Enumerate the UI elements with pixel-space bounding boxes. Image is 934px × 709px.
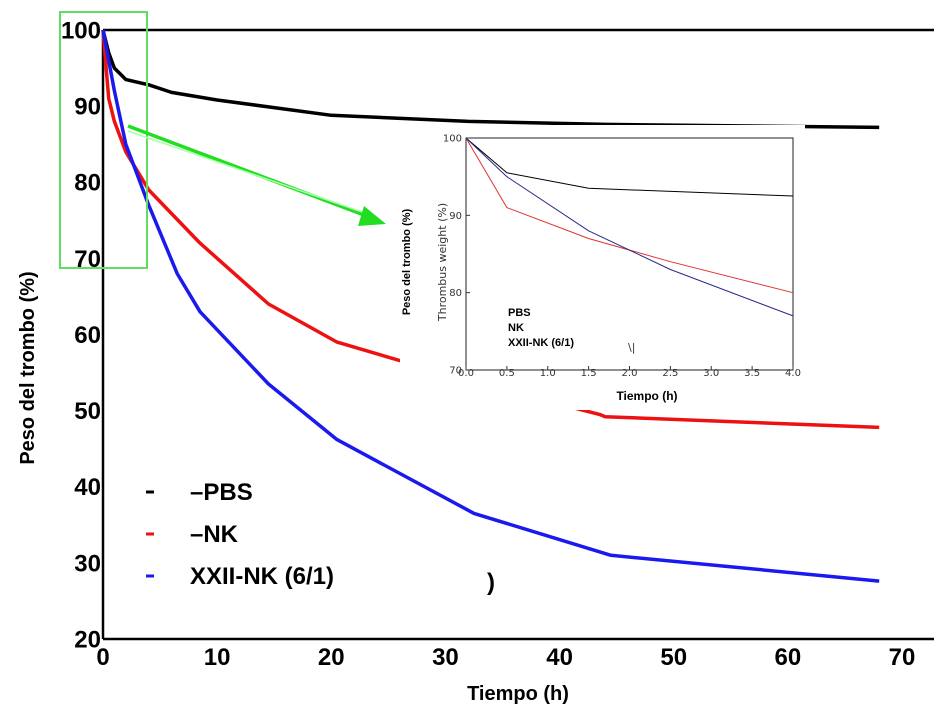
series-line-3 (101, 29, 880, 583)
x-tick-label: 70 (889, 644, 916, 671)
series-line-1 (465, 137, 794, 197)
y-tick-label: 90 (449, 211, 462, 222)
x-tick-label: 2.5 (662, 368, 678, 379)
zoom-arrow (127, 124, 386, 226)
series-lines (101, 29, 880, 583)
x-tick-label: 2.0 (622, 368, 638, 379)
series-line-2 (101, 29, 880, 430)
x-tick-label: 1.0 (540, 368, 556, 379)
y-tick-label: 80 (74, 170, 101, 197)
inset-x-tick-labels: 0.0 0.5 1.0 1.5 2.0 2.5 3.0 3.5 4.0 (458, 366, 801, 379)
inset-legend-label: XXII-NK (6/1) (508, 337, 574, 349)
inset-legend-label: NK (508, 322, 524, 334)
y-tick-label: 70 (449, 366, 462, 377)
inset-chart: 70 80 90 100 0.0 0.5 1.0 1.5 2.0 2.5 3.0 3.5 4.0 Ti… (400, 125, 805, 410)
x-tick-label: 60 (775, 644, 802, 671)
legend-label: –NK (190, 521, 239, 548)
inset-y-axis-title: Peso del trombo (%) (401, 208, 413, 315)
series-line-1 (101, 29, 880, 130)
inset-y-tick-labels: 70 80 90 100 (443, 134, 470, 377)
x-tick-label: 4.0 (785, 368, 801, 379)
x-tick-label: 20 (318, 644, 345, 671)
annotation-paren: ) (487, 569, 495, 596)
x-tick-labels: 0 10 20 30 40 50 60 70 (96, 644, 915, 671)
x-tick-label: 0.5 (499, 368, 515, 379)
y-tick-label: 100 (61, 17, 101, 44)
legend: –PBS –NK XXII-NK (6/1) (146, 479, 334, 590)
x-tick-label: 3.0 (703, 368, 719, 379)
series-line-3 (465, 137, 794, 317)
y-tick-label: 40 (74, 474, 101, 501)
y-tick-label: 80 (449, 288, 462, 299)
inset-legend: PBS NK XXII-NK (6/1) (508, 307, 574, 349)
inset-annotation: \| (628, 341, 635, 354)
x-tick-label: 0 (96, 644, 109, 671)
x-tick-label: 1.5 (581, 368, 597, 379)
x-tick-label: 0.0 (458, 368, 474, 379)
inset-background (400, 125, 805, 410)
inset-x-axis-title: Tiempo (h) (616, 389, 677, 403)
y-tick-label: 100 (443, 134, 462, 145)
y-tick-label: 90 (74, 94, 101, 121)
y-tick-label: 30 (74, 550, 101, 577)
x-axis-title: Tiempo (h) (467, 683, 569, 705)
x-tick-label: 3.5 (744, 368, 760, 379)
inset-y-axis-title-secondary: Thrombus weight (%) (436, 203, 449, 322)
legend-label: –PBS (190, 479, 253, 506)
zoom-highlight-box (59, 11, 148, 269)
y-tick-label: 50 (74, 398, 101, 425)
series-line-2 (465, 137, 794, 294)
y-axis-title: Peso del trombo (%) (17, 271, 39, 464)
inset-series-lines (465, 137, 794, 317)
y-tick-label: 20 (74, 626, 101, 653)
legend-label: XXII-NK (6/1) (190, 563, 334, 590)
x-tick-label: 10 (204, 644, 231, 671)
x-tick-label: 50 (660, 644, 687, 671)
inset-legend-label: PBS (508, 307, 531, 319)
x-tick-label: 30 (432, 644, 459, 671)
main-chart: 20 30 40 50 60 70 80 90 100 0 10 20 30 40 50 60 70 Tiem… (17, 17, 934, 705)
x-tick-label: 40 (546, 644, 573, 671)
y-tick-label: 60 (74, 322, 101, 349)
